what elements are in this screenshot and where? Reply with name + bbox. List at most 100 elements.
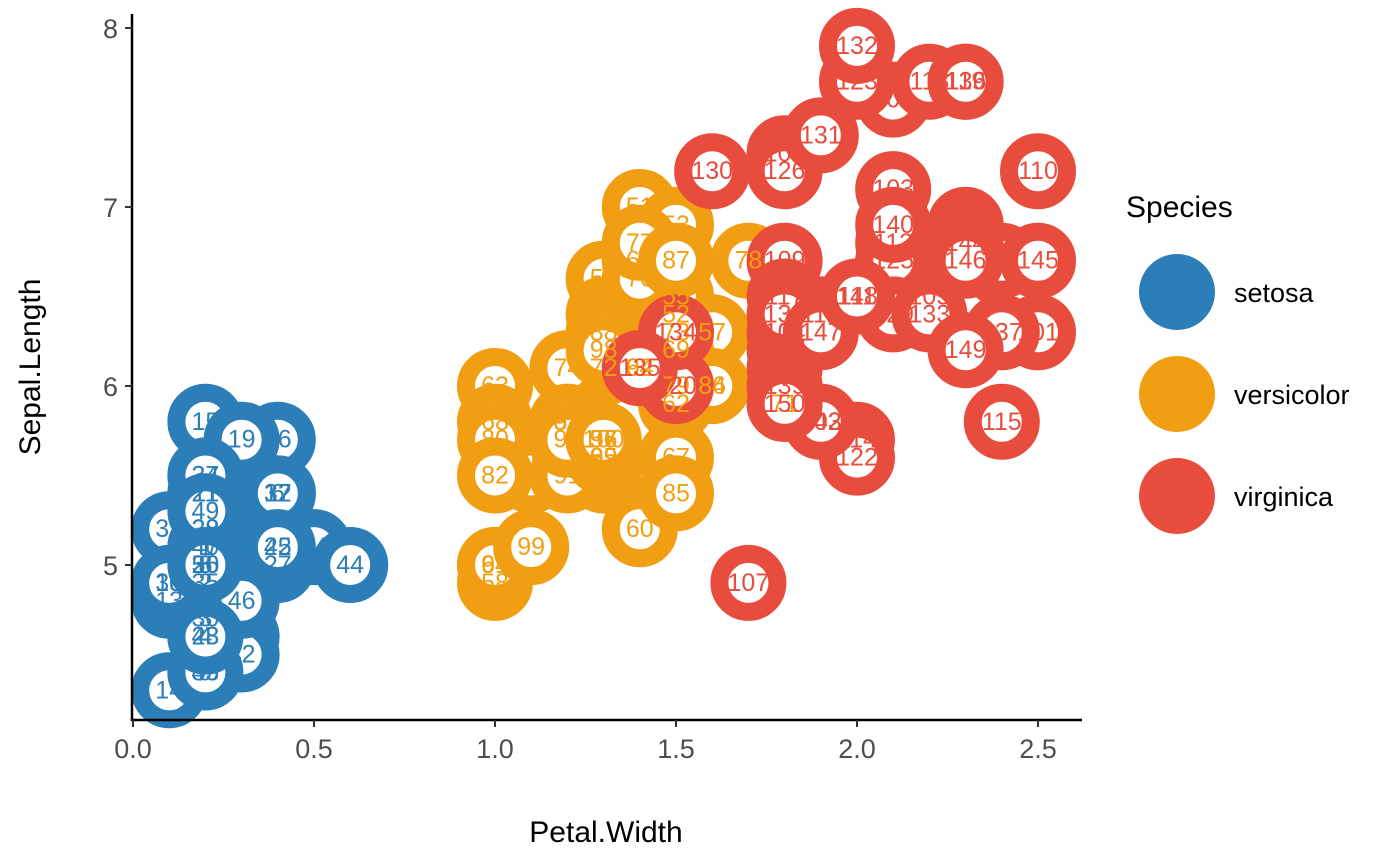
y-axis-title: Sepal.Length xyxy=(14,279,47,456)
point-label-119: 119 xyxy=(946,68,986,96)
point-label-76: 76 xyxy=(626,265,654,293)
data-point-versicolor-99 xyxy=(493,509,570,586)
data-point-setosa-44 xyxy=(312,527,389,603)
point-label-9: 9 xyxy=(198,658,212,686)
point-label-91: 91 xyxy=(553,462,581,490)
point-label-107: 107 xyxy=(728,569,770,597)
point-label-98: 98 xyxy=(590,336,618,364)
point-label-128: 128 xyxy=(764,354,806,382)
point-label-132: 132 xyxy=(836,32,878,60)
point-label-19: 19 xyxy=(228,426,256,454)
point-label-4: 4 xyxy=(198,623,212,651)
point-label-38: 38 xyxy=(155,569,183,597)
point-label-117: 117 xyxy=(765,283,805,311)
point-label-103: 103 xyxy=(872,175,914,203)
data-point-virginica-146 xyxy=(927,222,1004,299)
point-label-89: 89 xyxy=(590,444,618,472)
legend-title: Species xyxy=(1126,191,1233,224)
point-label-42: 42 xyxy=(228,641,256,669)
point-label-55: 55 xyxy=(662,283,690,311)
point-label-54: 54 xyxy=(590,462,618,490)
point-label-23: 23 xyxy=(191,623,219,651)
point-label-30: 30 xyxy=(191,605,219,633)
point-label-56: 56 xyxy=(590,426,618,454)
point-label-12: 12 xyxy=(191,587,219,615)
point-label-68: 68 xyxy=(481,408,509,436)
point-label-142: 142 xyxy=(945,211,987,239)
point-label-49: 49 xyxy=(191,497,219,525)
point-label-63: 63 xyxy=(481,372,509,400)
point-label-6: 6 xyxy=(271,479,285,507)
data-point-virginica-131 xyxy=(782,97,859,174)
point-label-149: 149 xyxy=(945,336,987,364)
point-label-33: 33 xyxy=(155,515,183,543)
point-label-136: 136 xyxy=(945,68,987,96)
point-label-143: 143 xyxy=(800,408,842,436)
point-label-26: 26 xyxy=(191,551,219,579)
point-label-146: 146 xyxy=(945,247,987,275)
point-label-87: 87 xyxy=(662,247,690,275)
point-label-35: 35 xyxy=(191,569,219,597)
point-label-104: 104 xyxy=(764,318,806,346)
point-label-106: 106 xyxy=(872,86,914,114)
point-label-32: 32 xyxy=(264,479,292,507)
point-label-86: 86 xyxy=(698,372,726,400)
point-label-123: 123 xyxy=(836,68,878,96)
point-label-116: 116 xyxy=(946,300,986,328)
point-label-15: 15 xyxy=(191,408,219,436)
point-label-80: 80 xyxy=(481,426,509,454)
data-point-setosa-50 xyxy=(167,527,244,603)
point-label-131: 131 xyxy=(800,121,842,149)
legend-key-virginica xyxy=(1139,458,1215,534)
point-label-118: 118 xyxy=(909,68,949,96)
point-label-130: 130 xyxy=(691,157,733,185)
data-point-virginica-135 xyxy=(601,330,678,407)
legend-key-setosa xyxy=(1139,254,1215,330)
point-label-39: 39 xyxy=(191,658,219,686)
point-label-92: 92 xyxy=(626,354,654,382)
y-axis-ticks: 5 6 7 8 xyxy=(103,14,132,581)
point-label-134: 134 xyxy=(655,318,697,346)
point-label-66: 66 xyxy=(626,247,654,275)
point-label-125: 125 xyxy=(872,247,914,275)
point-label-3: 3 xyxy=(198,605,212,633)
point-label-41: 41 xyxy=(228,551,256,579)
data-point-versicolor-85 xyxy=(638,455,714,532)
x-tick-label: 2.5 xyxy=(1019,734,1057,764)
y-tick-label: 6 xyxy=(103,372,118,402)
point-label-94: 94 xyxy=(481,551,509,579)
point-label-50: 50 xyxy=(191,551,219,579)
point-label-122: 122 xyxy=(836,444,878,472)
point-label-40: 40 xyxy=(191,533,219,561)
point-label-7: 7 xyxy=(235,623,249,651)
point-label-109: 109 xyxy=(764,247,806,275)
point-label-105: 105 xyxy=(909,283,951,311)
point-label-100: 100 xyxy=(583,426,625,454)
point-label-31: 31 xyxy=(191,587,219,615)
point-label-102: 102 xyxy=(800,408,842,436)
point-label-61: 61 xyxy=(481,551,509,579)
x-tick-label: 1.0 xyxy=(476,734,514,764)
point-label-85: 85 xyxy=(662,479,690,507)
data-point-virginica-140 xyxy=(855,186,932,263)
point-label-64: 64 xyxy=(626,354,654,382)
point-label-137: 137 xyxy=(981,318,1023,346)
point-label-25: 25 xyxy=(191,587,219,615)
point-label-112: 112 xyxy=(801,300,841,328)
point-label-47: 47 xyxy=(191,533,219,561)
data-point-virginica-149 xyxy=(927,312,1004,389)
data-point-versicolor-87 xyxy=(638,222,714,299)
point-label-58: 58 xyxy=(481,569,509,597)
point-label-43: 43 xyxy=(191,658,219,686)
point-label-81: 81 xyxy=(517,462,545,490)
point-label-46: 46 xyxy=(228,587,256,615)
point-label-36: 36 xyxy=(191,551,219,579)
point-label-75: 75 xyxy=(590,300,618,328)
point-label-82: 82 xyxy=(481,462,509,490)
point-label-115: 115 xyxy=(982,408,1022,436)
point-label-127: 127 xyxy=(764,336,806,364)
x-axis-ticks: 0.0 0.5 1.0 1.5 2.0 2.5 xyxy=(114,720,1057,764)
legend-label-versicolor: versicolor xyxy=(1234,380,1350,410)
point-label-14: 14 xyxy=(155,676,183,704)
x-axis-title: Petal.Width xyxy=(529,816,682,849)
